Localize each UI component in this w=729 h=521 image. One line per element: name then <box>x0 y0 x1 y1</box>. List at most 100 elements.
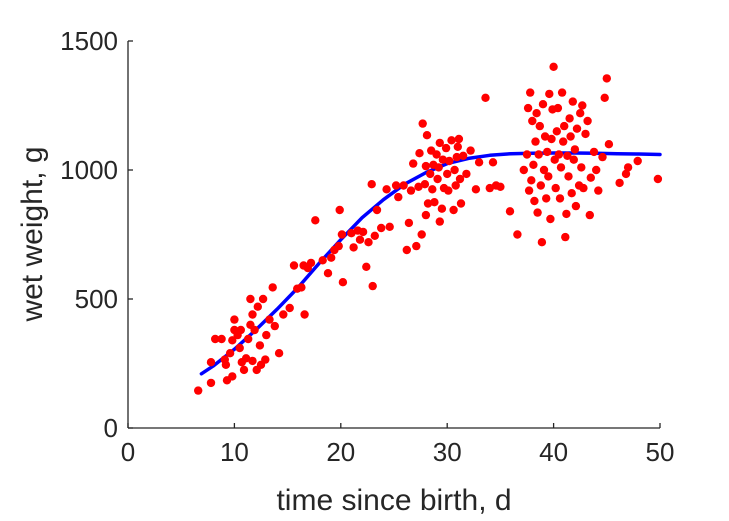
data-point <box>279 310 288 319</box>
data-point <box>567 189 576 198</box>
data-point <box>274 349 284 358</box>
data-point <box>415 149 424 158</box>
data-point <box>248 310 257 319</box>
data-point <box>598 152 607 162</box>
data-point <box>537 238 547 247</box>
data-point <box>453 142 462 151</box>
data-point <box>412 241 421 251</box>
data-point <box>432 150 441 159</box>
data-point <box>556 163 566 172</box>
data-point <box>230 315 239 324</box>
data-point <box>262 330 271 340</box>
data-point <box>372 205 382 215</box>
data-point <box>417 230 426 239</box>
data-point <box>549 62 558 71</box>
data-point <box>358 227 368 237</box>
data-point <box>349 243 358 252</box>
data-point <box>623 163 633 172</box>
data-point <box>435 217 444 226</box>
data-point <box>404 218 414 228</box>
data-point <box>569 155 578 164</box>
data-point <box>246 294 255 304</box>
data-point <box>540 132 550 141</box>
data-point <box>526 88 535 97</box>
data-point <box>459 151 468 160</box>
data-point <box>394 192 403 202</box>
data-point <box>496 182 505 191</box>
data-point <box>364 238 373 247</box>
data-point <box>347 229 356 238</box>
data-point <box>513 230 522 239</box>
data-point <box>519 165 528 175</box>
data-point <box>451 181 460 190</box>
data-point <box>547 134 556 144</box>
data-point <box>300 310 309 319</box>
data-point <box>485 183 494 193</box>
data-point <box>318 256 327 265</box>
data-point <box>430 198 439 207</box>
x-tick-label: 0 <box>121 437 135 467</box>
data-point <box>592 165 601 175</box>
data-point <box>206 378 216 388</box>
data-point <box>265 315 274 324</box>
data-point <box>563 151 572 160</box>
data-point <box>544 172 553 181</box>
data-point <box>377 223 386 233</box>
data-point <box>399 181 408 190</box>
data-point <box>370 231 379 240</box>
data-point <box>248 356 257 366</box>
data-point <box>528 116 537 126</box>
data-point <box>604 140 614 149</box>
data-point <box>586 173 595 182</box>
data-point <box>455 174 465 184</box>
y-axis-label: wet weight, g <box>16 146 49 322</box>
data-point <box>406 186 416 195</box>
data-point <box>581 129 590 139</box>
data-point <box>428 185 437 194</box>
data-point <box>241 354 251 363</box>
data-point <box>368 281 377 291</box>
data-point <box>562 209 571 219</box>
data-point <box>531 137 540 146</box>
data-point <box>543 147 552 157</box>
data-point <box>524 186 534 195</box>
data-point <box>554 150 564 159</box>
data-point <box>418 119 427 128</box>
data-point <box>488 158 498 167</box>
data-point <box>221 360 231 369</box>
data-point <box>615 178 624 188</box>
data-point <box>452 152 461 162</box>
data-point <box>409 159 418 168</box>
data-point <box>585 210 594 220</box>
scatter-points-layer <box>194 62 663 395</box>
data-point <box>323 269 333 278</box>
data-point <box>250 325 259 335</box>
data-point <box>481 93 490 103</box>
data-point <box>555 194 565 203</box>
data-point <box>539 165 549 175</box>
data-point <box>466 146 475 155</box>
data-point <box>445 156 454 166</box>
data-point <box>535 121 544 131</box>
data-point <box>270 321 279 331</box>
data-point <box>589 147 599 157</box>
data-point <box>211 334 220 344</box>
data-point <box>530 196 539 206</box>
data-point <box>557 88 567 97</box>
x-tick-label: 50 <box>646 437 675 467</box>
data-point <box>529 160 538 169</box>
data-point <box>454 134 464 144</box>
data-point <box>244 334 253 344</box>
data-point <box>570 145 580 154</box>
data-point <box>438 155 448 164</box>
data-point <box>236 325 245 335</box>
data-point <box>443 169 452 179</box>
data-point <box>217 334 226 344</box>
data-point <box>456 199 466 208</box>
y-tick-label: 500 <box>75 284 118 314</box>
data-point <box>602 74 611 83</box>
data-point <box>572 124 582 133</box>
data-point <box>362 262 371 271</box>
data-point <box>297 283 306 292</box>
